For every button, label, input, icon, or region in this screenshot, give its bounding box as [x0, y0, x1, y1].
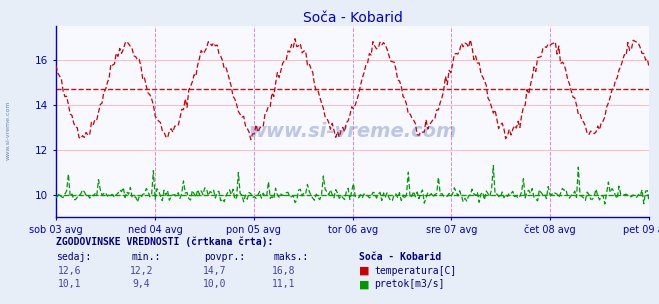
Text: www.si-vreme.com: www.si-vreme.com	[5, 101, 11, 161]
Text: pretok[m3/s]: pretok[m3/s]	[374, 279, 445, 289]
Text: www.si-vreme.com: www.si-vreme.com	[248, 122, 457, 141]
Title: Soča - Kobarid: Soča - Kobarid	[302, 11, 403, 25]
Text: povpr.:: povpr.:	[204, 252, 245, 262]
Text: min.:: min.:	[132, 252, 161, 262]
Text: 9,4: 9,4	[133, 279, 150, 289]
Text: ■: ■	[359, 266, 370, 276]
Text: 10,1: 10,1	[57, 279, 81, 289]
Text: Soča - Kobarid: Soča - Kobarid	[359, 252, 442, 262]
Text: 10,0: 10,0	[202, 279, 226, 289]
Text: 12,6: 12,6	[57, 266, 81, 276]
Text: 12,2: 12,2	[130, 266, 154, 276]
Text: temperatura[C]: temperatura[C]	[374, 266, 457, 276]
Text: ZGODOVINSKE VREDNOSTI (črtkana črta):: ZGODOVINSKE VREDNOSTI (črtkana črta):	[56, 236, 273, 247]
Text: ■: ■	[359, 279, 370, 289]
Text: maks.:: maks.:	[273, 252, 308, 262]
Text: sedaj:: sedaj:	[56, 252, 91, 262]
Text: 14,7: 14,7	[202, 266, 226, 276]
Text: 11,1: 11,1	[272, 279, 295, 289]
Text: 16,8: 16,8	[272, 266, 295, 276]
